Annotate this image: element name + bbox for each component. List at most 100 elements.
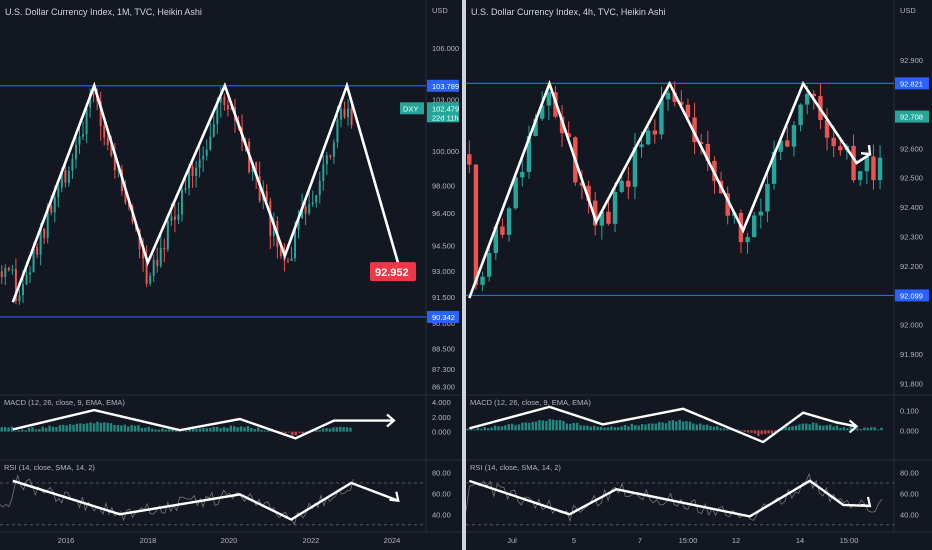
symbol-badge <box>400 102 424 115</box>
time-tick-label: 15:00 <box>840 536 859 545</box>
macd-bar <box>528 422 531 431</box>
candle-body <box>294 229 297 259</box>
candle-body <box>64 170 67 183</box>
macd-bar <box>593 425 596 431</box>
macd-bar <box>267 429 270 432</box>
candle-body <box>177 214 180 220</box>
macd-bar <box>726 428 729 431</box>
macd-bar <box>243 427 246 432</box>
candle-body <box>173 216 176 220</box>
candle-body <box>209 136 212 150</box>
macd-bar <box>562 421 565 431</box>
macd-bar <box>174 430 178 432</box>
macd-bar <box>551 419 555 431</box>
candle-body <box>110 144 113 156</box>
candle-body <box>339 108 342 120</box>
macd-bar <box>256 427 260 432</box>
candle-body <box>106 137 109 145</box>
macd-arrowhead <box>848 419 859 434</box>
macd-bar <box>702 425 705 431</box>
macd-bar <box>31 427 34 432</box>
rsi-arrowhead <box>389 491 400 502</box>
candle-body <box>113 155 116 171</box>
price-tick-label: 92.400 <box>900 203 923 212</box>
macd-bar <box>164 429 168 432</box>
candle-body <box>336 119 339 143</box>
candle-body <box>286 260 289 262</box>
macd-bar <box>538 420 541 431</box>
rsi-line <box>466 472 883 523</box>
macd-bar <box>48 425 51 432</box>
macd-bar <box>55 427 58 432</box>
macd-tick-label: 4.000 <box>432 398 451 407</box>
candle-body <box>74 144 77 160</box>
macd-bar <box>521 422 524 431</box>
candle-body <box>99 101 102 126</box>
macd-bar <box>7 427 10 432</box>
macd-bar <box>127 426 130 432</box>
macd-bar <box>863 427 866 431</box>
candle-body <box>0 271 3 278</box>
macd-bar <box>716 426 719 431</box>
chart-right-svg[interactable]: U.S. Dollar Currency Index, 4h, TVC, Hei… <box>466 0 932 550</box>
macd-bar <box>349 427 352 432</box>
macd-bar <box>229 425 233 432</box>
macd-bar <box>198 428 202 432</box>
macd-bar <box>705 424 709 431</box>
candles-group <box>467 81 883 292</box>
candle-body <box>751 215 757 238</box>
macd-bar <box>469 428 473 431</box>
macd-bar <box>846 428 849 431</box>
candle-body <box>592 200 598 226</box>
candle-body <box>142 249 145 259</box>
price-tick-label: 94.500 <box>432 241 455 250</box>
candle-body <box>798 104 803 126</box>
candle-body <box>838 146 843 151</box>
candle-body <box>652 130 658 135</box>
candle-body <box>25 274 28 285</box>
candle-body <box>705 143 711 161</box>
macd-bar <box>750 430 753 433</box>
candle-body <box>258 176 261 201</box>
candle-body <box>50 205 53 213</box>
candle-body <box>612 191 618 224</box>
macd-bar <box>784 427 787 431</box>
chart-right[interactable]: U.S. Dollar Currency Index, 4h, TVC, Hei… <box>466 0 932 550</box>
macd-bar <box>880 427 883 431</box>
macd-bar <box>828 424 832 431</box>
last-price-label: 102.479 <box>432 104 459 113</box>
macd-bar <box>51 426 55 432</box>
candle-body <box>191 166 194 176</box>
macd-bar <box>856 428 859 431</box>
candle-body <box>824 120 830 138</box>
macd-bar <box>493 425 497 431</box>
candle-body <box>308 204 311 214</box>
candle-body <box>92 93 95 96</box>
chart-left-svg[interactable]: U.S. Dollar Currency Index, 1M, TVC, Hei… <box>0 0 462 550</box>
rsi-label: RSI (14, close, SMA, 14, 2) <box>4 463 95 472</box>
macd-tick-label: 0.000 <box>900 426 919 435</box>
macd-bar <box>144 427 147 432</box>
macd-bar <box>657 421 661 431</box>
candle-body <box>513 177 518 209</box>
macd-bar <box>835 425 839 431</box>
macd-bar <box>161 428 164 432</box>
price-tick-label: 91.900 <box>900 350 923 359</box>
macd-bar <box>630 423 634 431</box>
macd-bar <box>876 429 880 431</box>
macd-bar <box>21 429 24 432</box>
candle-body <box>347 108 350 118</box>
macd-bar <box>133 425 137 432</box>
chart-left[interactable]: U.S. Dollar Currency Index, 1M, TVC, Hei… <box>0 0 462 550</box>
candle-body <box>877 157 883 181</box>
macd-bar <box>215 426 219 432</box>
macd-bar <box>586 425 589 431</box>
candle-body <box>685 104 691 118</box>
macd-bar <box>188 429 191 432</box>
macd-bar <box>168 429 171 432</box>
macd-bar <box>483 427 487 431</box>
candle-body <box>124 190 127 203</box>
macd-bar <box>99 422 103 432</box>
macd-bar <box>339 426 342 432</box>
candle-body <box>78 136 81 145</box>
